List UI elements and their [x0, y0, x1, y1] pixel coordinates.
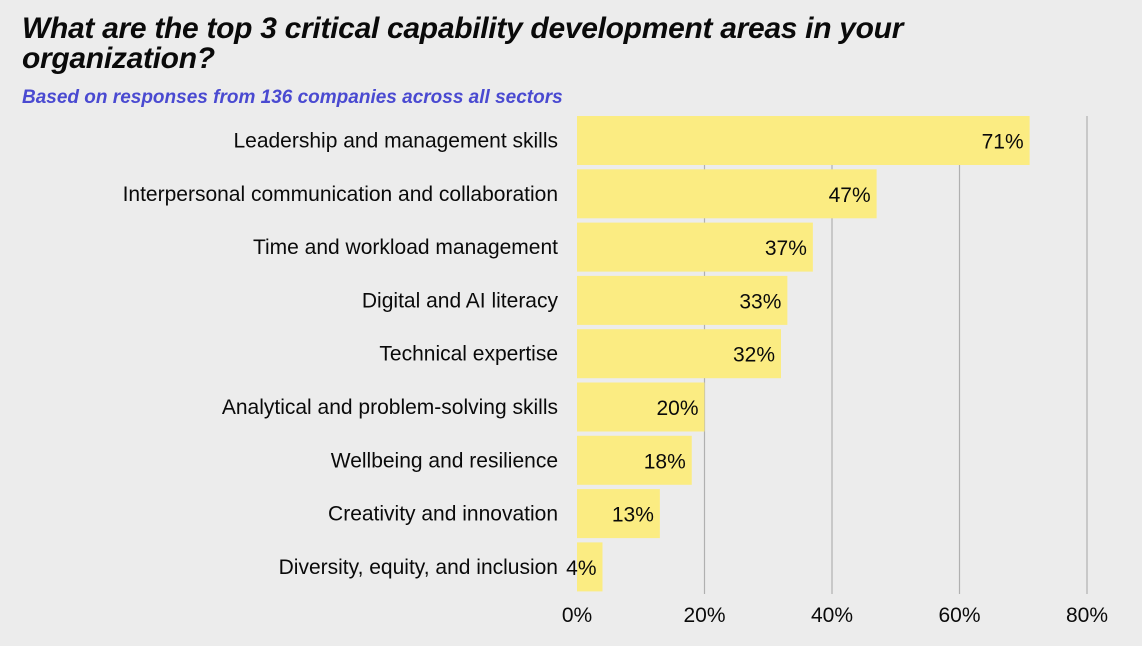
bar-value-label: 33%	[739, 290, 781, 313]
x-tick-label: 40%	[811, 604, 853, 627]
bar-value-label: 71%	[982, 131, 1024, 154]
bar-value-label: 37%	[765, 237, 807, 260]
bar	[577, 222, 813, 272]
bar	[577, 275, 788, 325]
bar-value-label: 32%	[733, 344, 775, 367]
bar	[577, 382, 705, 432]
chart-subtitle: Based on responses from 136 companies ac…	[22, 87, 563, 108]
bar-value-label: 13%	[612, 504, 654, 527]
x-tick-label: 80%	[1066, 604, 1108, 627]
category-label: Diversity, equity, and inclusion	[279, 556, 558, 579]
category-label: Analytical and problem-solving skills	[222, 396, 558, 419]
category-label: Technical expertise	[379, 343, 558, 366]
category-label: Creativity and innovation	[328, 503, 558, 526]
category-label: Interpersonal communication and collabor…	[123, 183, 558, 206]
category-label: Digital and AI literacy	[362, 289, 559, 312]
bar-value-label: 20%	[656, 397, 698, 420]
category-label: Leadership and management skills	[233, 130, 558, 153]
bar	[577, 542, 603, 592]
bar-value-label: 4%	[566, 557, 596, 580]
bar	[577, 435, 692, 485]
bar	[577, 169, 877, 219]
x-tick-label: 60%	[938, 604, 980, 627]
category-label: Time and workload management	[253, 236, 558, 259]
x-tick-label: 0%	[562, 604, 592, 627]
bar	[577, 116, 1030, 165]
bar	[577, 489, 660, 539]
bar-value-label: 47%	[829, 184, 871, 207]
bar-value-label: 18%	[644, 450, 686, 473]
chart-title: What are the top 3 critical capability d…	[22, 12, 904, 75]
x-tick-label: 20%	[683, 604, 725, 627]
bar	[577, 329, 781, 379]
category-label: Wellbeing and resilience	[331, 449, 558, 472]
